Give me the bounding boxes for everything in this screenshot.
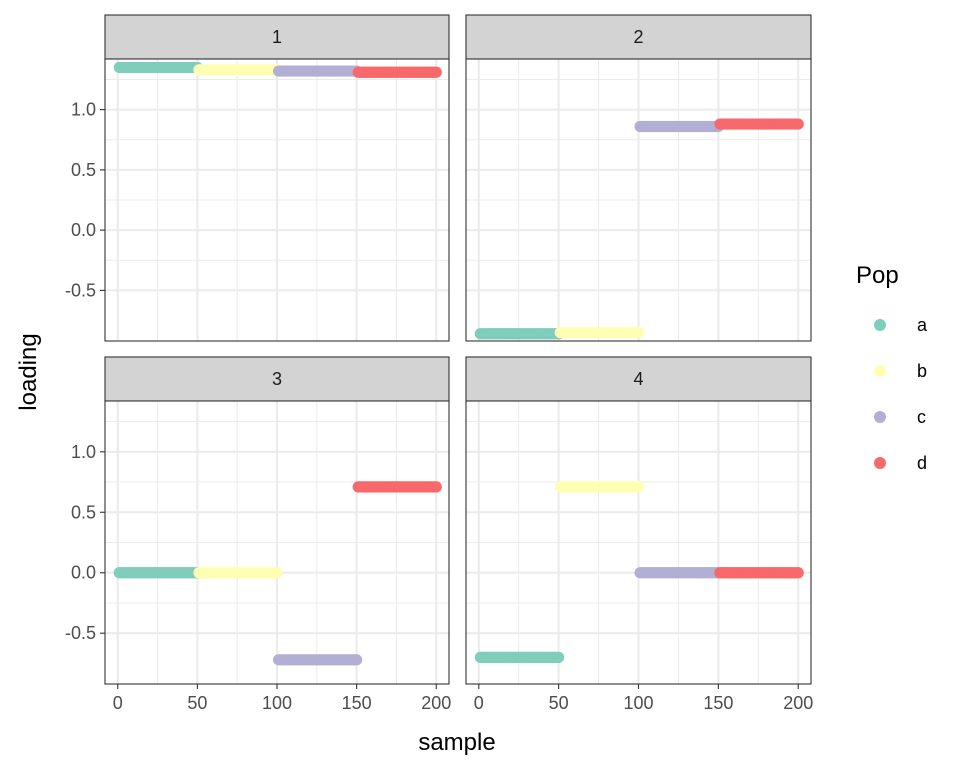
facet-strip — [104, 356, 450, 402]
x-axis-title: sample — [418, 729, 495, 756]
x-tick-label: 150 — [703, 693, 733, 713]
x-tick-label: 200 — [421, 693, 451, 713]
series-a — [474, 328, 565, 340]
series-b — [193, 567, 283, 579]
panel-border — [465, 58, 812, 342]
x-tick-label: 0 — [113, 693, 123, 713]
facet-strip-label: 2 — [633, 27, 643, 47]
legend-key — [874, 411, 886, 423]
legend-items: a b c d — [874, 315, 928, 473]
series-b — [554, 326, 645, 339]
y-tick-label: -0.5 — [65, 623, 96, 643]
legend-title: Pop — [856, 262, 899, 289]
series-a — [113, 61, 203, 74]
facet-panel-3: 3 -0.5 0.0 0.5 1.0 0 50 100 150 200 — [65, 356, 451, 713]
x-tick-label: 200 — [783, 693, 813, 713]
facet-panel-1: 1 -0.5 0.0 0.5 1.0 — [65, 14, 450, 342]
series-d — [714, 567, 804, 579]
series-b — [554, 481, 645, 493]
series-a — [474, 651, 565, 663]
legend-item-c: c — [874, 407, 926, 427]
y-axis-title: loading — [15, 333, 42, 410]
legend-key — [874, 319, 886, 331]
legend-key — [874, 365, 886, 377]
legend-label: b — [917, 361, 927, 381]
series-d — [352, 481, 442, 493]
x-tick-label: 0 — [474, 693, 484, 713]
y-tick-label: 0.0 — [71, 563, 96, 583]
legend-label: c — [917, 407, 926, 427]
facet-strip — [465, 356, 812, 402]
data-point — [351, 654, 363, 666]
data-point — [632, 326, 645, 339]
y-tick-label: 1.0 — [71, 442, 96, 462]
legend: Pop a b c d — [856, 262, 928, 473]
facet-panels: 1 -0.5 0.0 0.5 1.0 2 3 -0.5 0.0 0.5 1.0 0 50 100 150 20… — [65, 14, 813, 713]
y-tick-label: 0.0 — [71, 220, 96, 240]
x-tick-label: 50 — [549, 693, 569, 713]
data-point — [553, 651, 565, 663]
legend-key — [874, 457, 886, 469]
legend-item-d: d — [874, 453, 927, 473]
legend-label: d — [917, 453, 927, 473]
legend-label: a — [917, 315, 928, 335]
series-c — [272, 654, 363, 666]
series-b — [193, 64, 283, 76]
data-point — [792, 567, 804, 579]
series-c — [272, 65, 363, 77]
series-c — [634, 567, 724, 579]
data-point — [430, 481, 442, 493]
x-tick-label: 50 — [187, 693, 207, 713]
y-tick-label: 1.0 — [71, 100, 96, 120]
facet-strip — [104, 14, 450, 60]
legend-item-a: a — [874, 315, 928, 335]
series-c — [634, 120, 724, 133]
x-tick-label: 100 — [262, 693, 292, 713]
legend-item-b: b — [874, 361, 927, 381]
facet-panel-2: 2 — [465, 14, 812, 342]
series-d — [352, 66, 442, 78]
facet-panel-4: 4 0 50 100 150 200 — [465, 356, 813, 713]
data-point — [632, 481, 645, 493]
data-point — [271, 567, 283, 579]
x-tick-label: 150 — [342, 693, 372, 713]
y-tick-label: 0.5 — [71, 502, 96, 522]
series-a — [113, 567, 203, 579]
panel-border — [104, 58, 450, 342]
x-tick-label: 100 — [623, 693, 653, 713]
data-point — [792, 118, 804, 130]
facet-strip-label: 1 — [272, 27, 282, 47]
facet-strip-label: 4 — [633, 369, 643, 389]
y-tick-label: 0.5 — [71, 160, 96, 180]
facet-strip-label: 3 — [272, 369, 282, 389]
series-d — [714, 118, 804, 130]
y-tick-label: -0.5 — [65, 280, 96, 300]
data-point — [430, 66, 442, 78]
